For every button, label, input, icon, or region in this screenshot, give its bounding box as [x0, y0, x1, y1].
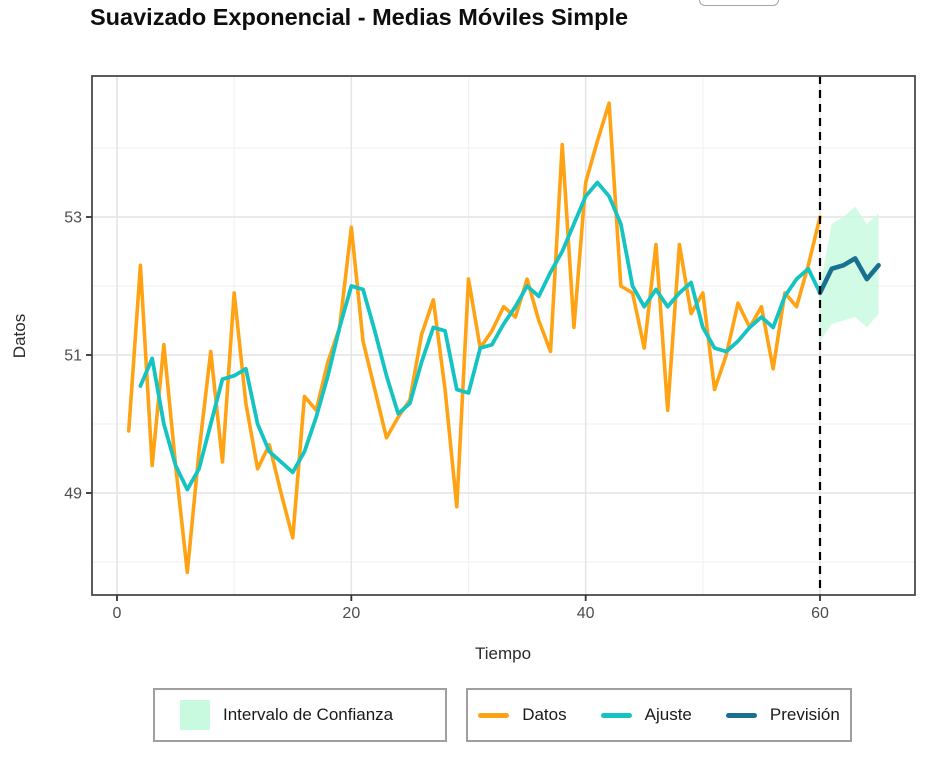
legend-item-datos: Datos	[478, 705, 567, 725]
confidence-band	[820, 206, 879, 342]
legend-item-label: Previsión	[769, 705, 840, 724]
legend-confidence-interval: Intervalo de Confianza	[153, 688, 447, 742]
y-axis-title: Datos	[10, 314, 29, 358]
x-tick-label: 20	[342, 605, 360, 622]
x-tick-label: 60	[811, 605, 829, 622]
x-axis-title: Tiempo	[475, 644, 531, 663]
legend-series: Datos Ajuste Previsión	[466, 688, 852, 742]
x-tick-label: 0	[113, 605, 122, 622]
legend-key-line-ajuste	[600, 712, 632, 718]
series-line-prevision	[817, 256, 881, 296]
chart-plot-area: 0 20 40 60 49 51 53 Tiempo Datos	[10, 75, 916, 663]
legend-item-label: Datos	[522, 705, 567, 724]
chart-title: Suavizado Exponencial - Medias Móviles S…	[90, 4, 629, 30]
series-line-datos	[126, 101, 822, 575]
legend-item-ajuste: Ajuste	[600, 705, 692, 725]
legend-item-prevision: Previsión	[725, 705, 840, 725]
panel-border	[91, 75, 916, 596]
legend-item-label: Ajuste	[644, 705, 692, 724]
y-tick-label: 53	[64, 210, 82, 227]
y-tick-label: 51	[64, 348, 82, 365]
series-line-ajuste	[138, 180, 822, 492]
y-tick-label: 49	[64, 486, 82, 503]
legend-key-line-prevision	[725, 712, 757, 718]
x-tick-label: 40	[577, 605, 595, 622]
confidence-band-swatch	[180, 700, 210, 730]
legend-band-label: Intervalo de Confianza	[223, 705, 394, 724]
legend-key-line-datos	[478, 712, 510, 718]
